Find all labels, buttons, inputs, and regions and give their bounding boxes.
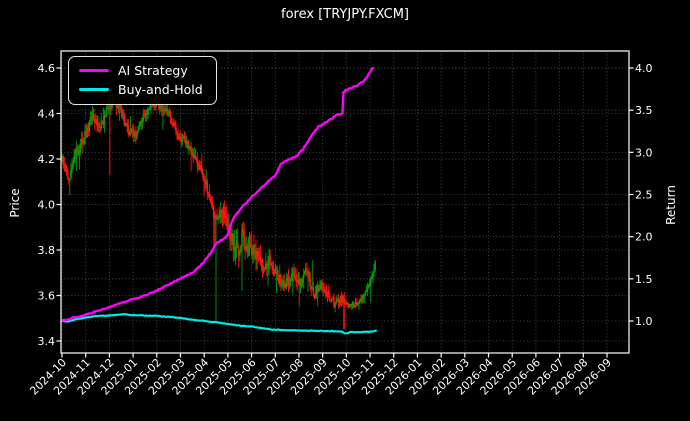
legend-item-ai-strategy: AI Strategy (79, 63, 203, 78)
return-tick-label: 4.0 (635, 62, 653, 75)
plot-border (60, 50, 630, 354)
price-tick-label: 4.0 (38, 199, 56, 212)
return-tick-label: 1.0 (635, 315, 653, 328)
price-tick-label: 4.2 (38, 153, 56, 166)
grid-lines (61, 51, 629, 353)
return-tick-label: 3.5 (635, 104, 653, 117)
price-tick-label: 4.4 (38, 108, 56, 121)
price-tick-label: 3.6 (38, 290, 56, 303)
price-axis-title: Price (8, 188, 22, 218)
axis-ticks (56, 67, 634, 358)
ai-strategy-line-swatch (79, 68, 109, 73)
price-tick-label: 3.4 (38, 335, 56, 348)
legend-box: AI Strategy Buy-and-Hold (68, 56, 217, 105)
buy-and-hold-line (61, 313, 378, 335)
return-tick-label: 3.0 (635, 146, 653, 159)
return-tick-label: 2.0 (635, 231, 653, 244)
legend-item-buy-and-hold: Buy-and-Hold (79, 82, 203, 97)
return-tick-label: 2.5 (635, 189, 653, 202)
buy-and-hold-line-swatch (79, 87, 109, 92)
chart-title: forex [TRYJPY.FXCM] (281, 7, 409, 22)
buy-and-hold-label: Buy-and-Hold (118, 82, 203, 97)
price-tick-label: 3.8 (38, 244, 56, 257)
ai-strategy-line (61, 66, 374, 323)
price-tick-label: 4.6 (38, 62, 56, 75)
return-axis-title: Return (664, 185, 678, 225)
ai-strategy-label: AI Strategy (118, 63, 188, 78)
return-tick-label: 1.5 (635, 273, 653, 286)
